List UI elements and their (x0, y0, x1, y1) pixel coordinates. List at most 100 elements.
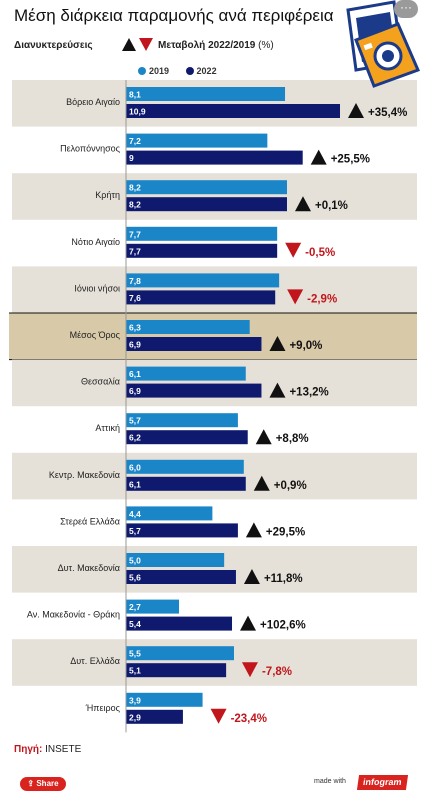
legend-item-2019: 2019 (138, 66, 169, 76)
row-band (12, 173, 417, 220)
value-label-2022: 7,7 (129, 246, 141, 256)
value-label-2022: 7,6 (129, 293, 141, 303)
change-down-icon (285, 242, 302, 258)
value-label-2022: 6,2 (129, 433, 141, 443)
change-up-icon (269, 382, 286, 398)
category-label: Θεσσαλία (81, 377, 120, 387)
value-label-2022: 2,9 (129, 712, 141, 722)
bar-2019 (126, 553, 225, 567)
bar-2022 (126, 616, 233, 631)
bar-2019 (126, 273, 280, 288)
bar-2022 (126, 290, 276, 305)
change-label: +11,8% (264, 573, 303, 585)
bar-2019 (126, 599, 180, 614)
made-with-label: made with (314, 778, 346, 785)
legend: 2019 2022 (138, 66, 231, 76)
category-label: Κεντρ. Μακεδονία (49, 470, 120, 480)
bar-2022 (126, 476, 246, 491)
bar-2022 (126, 383, 262, 398)
category-label: Κρήτη (95, 190, 120, 200)
value-label-2019: 3,9 (129, 695, 141, 705)
value-label-2022: 6,9 (129, 386, 141, 396)
category-label: Αν. Μακεδονία - Θράκη (27, 610, 120, 620)
value-label-2022: 8,2 (129, 200, 141, 210)
down-triangle-icon (139, 38, 153, 51)
category-label: Στερεά Ελλάδα (60, 516, 120, 526)
value-label-2019: 8,1 (129, 90, 141, 100)
bar-2019 (126, 413, 238, 428)
change-label: +0,1% (315, 200, 348, 212)
value-label-2022: 9 (129, 153, 134, 163)
value-label-2022: 6,9 (129, 340, 141, 350)
value-label-2019: 5,7 (129, 416, 141, 426)
category-label: Νότιο Αιγαίο (71, 237, 120, 247)
bar-2022 (126, 570, 236, 584)
change-down-icon (210, 708, 227, 724)
row-band (12, 266, 417, 313)
value-label-2022: 5,6 (129, 573, 141, 583)
change-label: +13,2% (289, 387, 328, 399)
change-label: +29,5% (266, 526, 305, 538)
value-label-2019: 7,8 (129, 276, 141, 286)
bar-2022 (126, 197, 287, 212)
legend-dot-icon (185, 67, 194, 75)
camera-illustration-icon (346, 0, 421, 88)
bar-2022 (126, 430, 248, 445)
value-label-2019: 6,3 (129, 323, 141, 333)
row-band (12, 359, 417, 407)
value-label-2019: 7,2 (129, 136, 141, 146)
change-label: -7,8% (262, 666, 292, 678)
bar-2022 (126, 663, 227, 678)
bar-2022 (126, 523, 238, 538)
value-label-2019: 7,7 (129, 229, 141, 239)
change-label: +0,9% (274, 480, 307, 492)
change-up-icon (294, 196, 311, 212)
value-label-2022: 6,1 (129, 479, 141, 489)
category-label: Αττική (95, 423, 120, 433)
category-label: Ιόνιοι νήσοι (74, 283, 120, 293)
change-label: +25,5% (331, 154, 370, 166)
bar-2019 (126, 226, 278, 241)
change-label: -0,5% (305, 247, 335, 259)
change-down-icon (287, 289, 304, 305)
bar-2022 (126, 243, 278, 258)
infogram-logo[interactable]: infogram (356, 775, 408, 790)
bar-2019 (126, 87, 286, 101)
change-up-icon (245, 522, 262, 538)
change-label: +9,0% (289, 340, 322, 352)
change-label: +102,6% (260, 620, 306, 632)
up-triangle-icon (122, 38, 136, 51)
category-label: Ήπειρος (85, 703, 121, 713)
change-up-icon (255, 429, 272, 445)
change-down-icon (241, 662, 258, 678)
value-label-2022: 5,7 (129, 526, 141, 536)
change-up-icon (310, 149, 327, 165)
bar-2019 (126, 692, 203, 707)
value-label-2022: 10,9 (129, 107, 146, 117)
change-label: -23,4% (231, 713, 267, 725)
category-label: Πελοπόννησος (60, 144, 121, 154)
bar-2019 (126, 366, 246, 381)
change-up-icon (240, 615, 257, 631)
bar-2019 (126, 320, 250, 334)
value-label-2019: 6,0 (129, 462, 141, 472)
value-label-2019: 2,7 (129, 602, 141, 612)
value-label-2019: 8,2 (129, 183, 141, 193)
category-label: Δυτ. Ελλάδα (70, 656, 120, 666)
bar-2019 (126, 459, 244, 474)
share-button[interactable]: ⇪ Share (20, 777, 66, 791)
category-label: Βόρειο Αιγαίο (66, 97, 120, 107)
value-label-2019: 4,4 (129, 509, 141, 519)
change-up-icon (269, 336, 286, 351)
change-up-icon (348, 103, 364, 118)
subtitle-left: Διανυκτερεύσεις (14, 40, 93, 51)
bar-2022 (126, 150, 303, 165)
legend-item-2022: 2022 (185, 66, 217, 76)
more-options-button[interactable]: ··· (394, 0, 418, 18)
value-label-2022: 5,1 (129, 666, 141, 676)
bar-2019 (126, 506, 213, 521)
change-label: +35,4% (368, 107, 407, 119)
change-label: -2,9% (307, 293, 337, 305)
value-label-2022: 5,4 (129, 619, 141, 629)
bar-2019 (126, 133, 268, 148)
